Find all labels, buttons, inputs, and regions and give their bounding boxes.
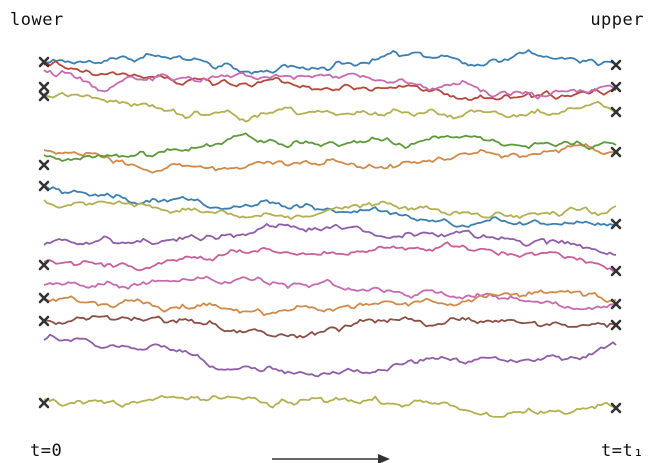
x-marker-icon — [610, 218, 622, 230]
sample-path — [43, 315, 617, 339]
x-marker-icon — [38, 315, 50, 327]
sample-path — [43, 60, 617, 101]
x-marker-icon — [38, 397, 50, 409]
sample-path — [43, 91, 617, 123]
x-marker-icon — [38, 81, 50, 93]
sample-path — [43, 69, 617, 100]
sample-path — [43, 395, 617, 418]
x-marker-icon — [610, 265, 622, 277]
right-arrow-icon — [378, 454, 390, 463]
x-marker-icon — [38, 90, 50, 102]
x-marker-icon — [610, 59, 622, 71]
x-marker-icon — [610, 402, 622, 414]
x-marker-icon — [610, 146, 622, 158]
sample-path — [43, 143, 617, 174]
sample-path — [43, 275, 617, 311]
x-marker-icon — [38, 259, 50, 271]
sample-path — [43, 199, 617, 220]
x-marker-icon — [610, 298, 622, 310]
x-marker-icon — [610, 81, 622, 93]
x-marker-icon — [38, 56, 50, 68]
upper-label: upper — [590, 10, 644, 30]
paths-layer — [43, 49, 617, 418]
time-end-label: t=t₁ — [601, 441, 644, 461]
x-marker-icon — [38, 159, 50, 171]
x-marker-icon — [610, 106, 622, 118]
time-start-label: t=0 — [30, 441, 63, 461]
sample-path — [43, 49, 617, 75]
markers-layer — [38, 56, 622, 414]
time-arrow — [272, 454, 390, 463]
sample-path — [43, 184, 617, 228]
lower-label: lower — [10, 10, 64, 30]
x-marker-icon — [38, 180, 50, 192]
x-marker-icon — [610, 319, 622, 331]
x-marker-icon — [38, 292, 50, 304]
sample-path — [43, 333, 617, 378]
sample-path — [43, 223, 617, 256]
sample-path — [43, 241, 617, 272]
sample-path — [43, 132, 617, 162]
sample-path — [43, 289, 617, 317]
